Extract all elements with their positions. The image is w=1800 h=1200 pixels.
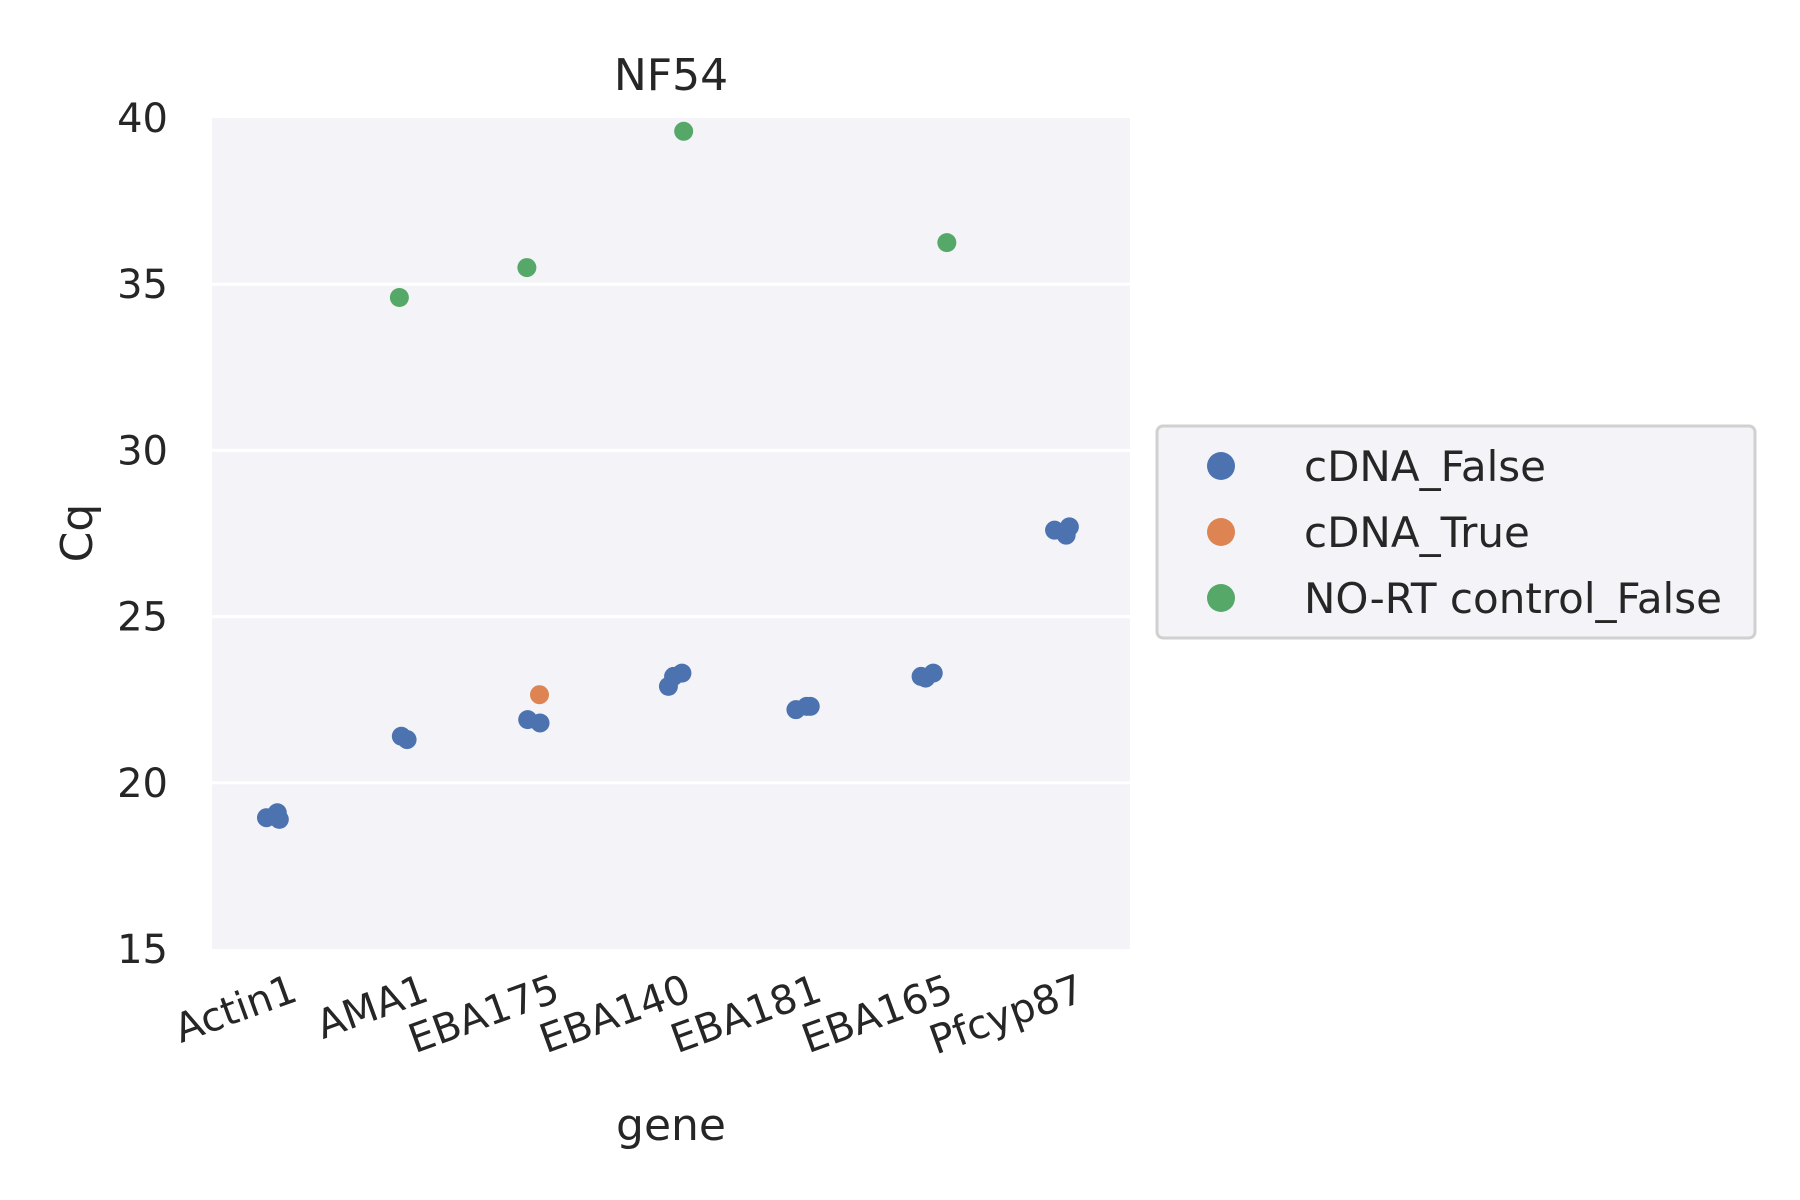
x-tick-label: EBA175 [403,966,566,1063]
x-tick-label: Pfcyp87 [924,966,1090,1064]
x-tick-labels: Actin1 AMA1EBA175EBA140EBA181EBA165Pfcyp8… [169,966,1090,1064]
legend-label: NO-RT control_False [1304,574,1722,623]
x-tick-label: EBA181 [665,966,828,1063]
plot-background [212,118,1130,949]
data-point [674,121,694,141]
y-axis-label: Cq [52,504,103,563]
legend-label: cDNA_True [1304,508,1530,557]
data-point [916,668,936,688]
data-point [797,696,817,716]
x-tick-label: Actin1 [169,966,303,1052]
data-point [518,710,538,730]
x-tick-label: EBA140 [534,966,697,1063]
legend-marker [1207,584,1235,612]
data-point [658,676,678,696]
data-point [937,233,957,253]
data-point [517,258,537,278]
y-tick-label: 25 [117,595,168,641]
data-point [397,730,417,750]
data-point [256,808,276,828]
data-point [389,287,409,307]
y-tick-label: 40 [117,96,168,142]
legend-marker [1207,518,1235,546]
data-point [529,685,549,705]
chart-title: NF54 [614,50,728,101]
y-tick-label: 30 [117,428,168,474]
legend-label: cDNA_False [1304,442,1546,491]
y-tick-label: 35 [117,262,168,308]
legend: cDNA_False cDNA_True NO-RT control_False [1155,424,1757,640]
y-tick-labels: 15 20 25 30 35 40 [117,96,168,973]
data-points [256,121,1079,829]
y-tick-label: 15 [117,927,168,973]
data-point [1056,525,1076,545]
x-axis-label: gene [616,1100,726,1151]
gridlines [212,282,1130,785]
legend-box [1155,424,1757,640]
y-tick-label: 20 [117,761,168,807]
legend-marker [1207,452,1235,480]
